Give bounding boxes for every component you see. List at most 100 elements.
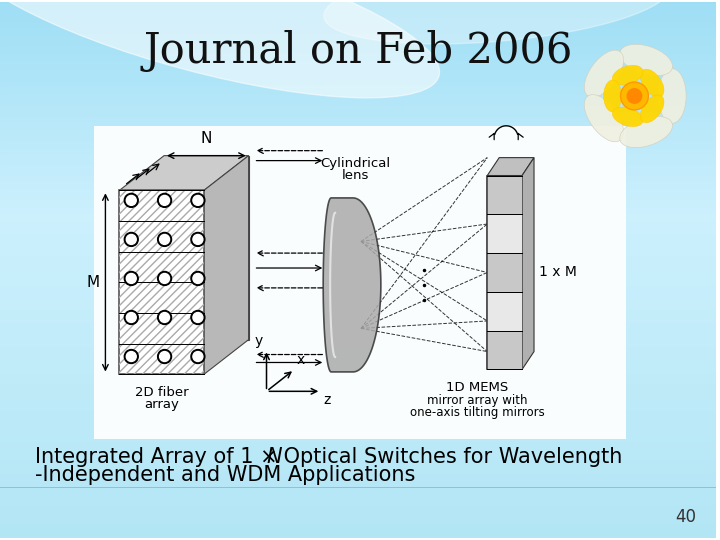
Text: -Independent and WDM Applications: -Independent and WDM Applications — [35, 465, 415, 485]
Polygon shape — [522, 158, 534, 369]
Bar — [0, 533, 716, 536]
Bar — [0, 504, 716, 507]
Bar — [0, 265, 716, 267]
Bar — [0, 101, 716, 104]
Bar — [0, 310, 716, 313]
Bar — [0, 519, 716, 522]
Ellipse shape — [640, 95, 664, 123]
Bar — [0, 149, 716, 152]
Bar — [0, 361, 716, 364]
Bar — [0, 340, 716, 342]
Text: 2D fiber: 2D fiber — [135, 386, 189, 400]
Bar — [0, 144, 716, 146]
Bar — [0, 10, 716, 12]
Bar — [0, 165, 716, 168]
Circle shape — [621, 82, 649, 110]
Bar — [0, 426, 716, 428]
Bar — [0, 326, 716, 329]
Ellipse shape — [584, 50, 624, 97]
Circle shape — [126, 313, 136, 322]
Text: Journal on Feb 2006: Journal on Feb 2006 — [143, 30, 572, 72]
Bar — [0, 498, 716, 501]
Bar — [0, 386, 716, 388]
Bar — [0, 222, 716, 224]
Bar — [0, 455, 716, 458]
Bar — [0, 375, 716, 377]
Bar — [0, 87, 716, 90]
Bar — [487, 330, 522, 369]
Bar — [0, 270, 716, 273]
Circle shape — [193, 234, 203, 245]
Bar — [0, 439, 716, 442]
Circle shape — [125, 310, 138, 325]
Bar — [0, 399, 716, 402]
Bar — [0, 82, 716, 85]
Bar — [0, 482, 716, 485]
Bar — [0, 114, 716, 117]
Text: array: array — [144, 399, 179, 411]
Bar — [0, 334, 716, 337]
Bar — [0, 469, 716, 471]
Bar — [0, 29, 716, 31]
Ellipse shape — [584, 94, 624, 142]
Circle shape — [191, 232, 205, 246]
Text: z: z — [323, 393, 330, 407]
Bar — [0, 383, 716, 386]
Bar — [0, 176, 716, 179]
Bar — [0, 259, 716, 262]
Bar — [0, 353, 716, 356]
Bar — [0, 58, 716, 60]
Bar — [0, 39, 716, 42]
Bar — [0, 275, 716, 278]
Bar — [0, 278, 716, 281]
Bar — [0, 377, 716, 380]
Bar — [0, 388, 716, 391]
Text: 1 x M: 1 x M — [539, 266, 577, 280]
Bar — [0, 127, 716, 130]
Bar — [0, 79, 716, 82]
Circle shape — [125, 232, 138, 246]
Bar — [0, 525, 716, 528]
Bar — [0, 227, 716, 229]
Bar — [0, 453, 716, 455]
Bar — [0, 141, 716, 144]
Circle shape — [126, 195, 136, 205]
Bar — [0, 480, 716, 482]
Bar — [0, 423, 716, 426]
Bar — [0, 281, 716, 284]
Bar — [0, 292, 716, 294]
Bar — [0, 243, 716, 246]
Bar — [0, 337, 716, 340]
Ellipse shape — [612, 65, 643, 85]
Bar — [0, 74, 716, 77]
Bar — [0, 138, 716, 141]
Bar — [0, 509, 716, 511]
Circle shape — [626, 88, 642, 104]
Bar — [0, 367, 716, 369]
Bar — [0, 447, 716, 450]
Bar — [0, 63, 716, 66]
Bar — [0, 240, 716, 243]
Bar — [0, 69, 716, 71]
Text: x: x — [297, 354, 305, 367]
Bar — [0, 372, 716, 375]
Bar — [0, 96, 716, 98]
Bar — [0, 428, 716, 431]
Bar — [0, 31, 716, 33]
Bar — [0, 396, 716, 399]
Bar — [0, 187, 716, 190]
Bar — [0, 485, 716, 488]
Bar — [0, 415, 716, 417]
Bar — [0, 394, 716, 396]
Bar — [0, 444, 716, 447]
Circle shape — [193, 195, 203, 205]
Bar — [0, 98, 716, 101]
Bar — [0, 208, 716, 211]
Bar — [0, 522, 716, 525]
Bar — [0, 251, 716, 254]
Bar — [0, 461, 716, 463]
Bar — [0, 50, 716, 52]
Ellipse shape — [324, 0, 670, 44]
Bar — [0, 528, 716, 530]
Bar — [0, 71, 716, 74]
